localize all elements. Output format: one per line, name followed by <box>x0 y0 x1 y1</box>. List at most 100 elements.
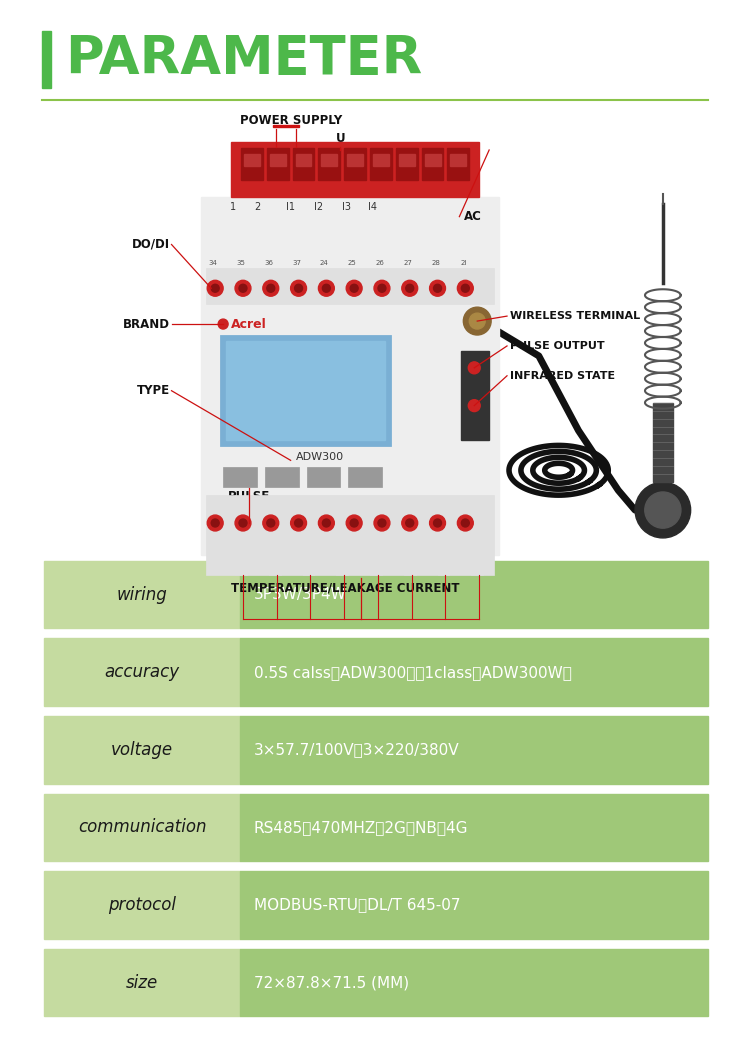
Circle shape <box>291 515 307 531</box>
Circle shape <box>378 284 386 293</box>
Circle shape <box>430 280 445 296</box>
Circle shape <box>433 519 442 527</box>
Text: U: U <box>335 132 345 145</box>
Circle shape <box>350 519 358 527</box>
Circle shape <box>470 313 485 329</box>
Bar <box>424 154 440 166</box>
Text: 44: 44 <box>267 498 274 504</box>
Circle shape <box>464 307 491 335</box>
Circle shape <box>374 515 390 531</box>
Bar <box>44 871 240 939</box>
Bar <box>206 269 494 304</box>
Text: 25: 25 <box>348 260 356 266</box>
Bar <box>396 148 418 179</box>
Circle shape <box>635 483 691 538</box>
Bar <box>471 555 483 575</box>
Text: PULSE: PULSE <box>228 490 270 504</box>
Text: Acrel: Acrel <box>231 318 267 330</box>
Bar <box>296 154 311 166</box>
Bar <box>347 154 363 166</box>
Text: PULSE OUTPUT: PULSE OUTPUT <box>510 341 604 351</box>
Text: protocol: protocol <box>108 896 176 914</box>
Circle shape <box>295 284 302 293</box>
Bar <box>240 793 707 861</box>
Circle shape <box>291 280 307 296</box>
Text: 16962: 16962 <box>264 390 347 418</box>
Text: INFRARED STATE: INFRARED STATE <box>510 370 615 381</box>
Text: 3×57.7/100V，3×220/380V: 3×57.7/100V，3×220/380V <box>254 743 460 757</box>
Bar <box>241 148 262 179</box>
Bar <box>226 341 385 441</box>
Bar <box>344 148 366 179</box>
Text: kW  kWh  A: kW kWh A <box>248 362 296 371</box>
Circle shape <box>267 519 274 527</box>
Bar <box>206 495 494 575</box>
Circle shape <box>402 515 418 531</box>
Bar <box>273 125 298 127</box>
Text: ->: -> <box>361 474 369 480</box>
Text: 7I: 7I <box>212 498 218 504</box>
Circle shape <box>235 280 251 296</box>
Bar <box>267 148 289 179</box>
Circle shape <box>458 280 473 296</box>
Bar <box>399 154 415 166</box>
Circle shape <box>378 519 386 527</box>
Circle shape <box>319 515 334 531</box>
Text: 28: 28 <box>431 260 440 266</box>
Bar <box>461 351 489 441</box>
Text: 34: 34 <box>209 260 218 266</box>
Circle shape <box>295 519 302 527</box>
Bar <box>348 467 382 487</box>
Bar <box>302 555 314 575</box>
Bar <box>292 148 314 179</box>
Circle shape <box>322 284 330 293</box>
Bar <box>451 154 466 166</box>
Text: POWER SUPPLY: POWER SUPPLY <box>239 114 342 127</box>
Circle shape <box>433 284 442 293</box>
Bar <box>370 555 382 575</box>
Text: voltage: voltage <box>111 741 173 758</box>
Text: 46: 46 <box>322 498 330 504</box>
Circle shape <box>211 519 219 527</box>
Bar <box>201 197 499 555</box>
Circle shape <box>211 284 219 293</box>
Text: 26: 26 <box>376 260 385 266</box>
Circle shape <box>645 492 681 529</box>
Circle shape <box>350 284 358 293</box>
Text: 72×87.8×71.5 (MM): 72×87.8×71.5 (MM) <box>254 976 409 990</box>
Text: SET: SET <box>233 474 247 480</box>
Bar <box>370 148 392 179</box>
Bar <box>240 871 707 939</box>
Circle shape <box>239 519 247 527</box>
Bar <box>422 148 443 179</box>
Text: 42: 42 <box>461 498 470 504</box>
Bar <box>373 154 389 166</box>
Circle shape <box>406 284 414 293</box>
Text: TYPE: TYPE <box>136 384 170 398</box>
Bar <box>336 555 348 575</box>
Circle shape <box>207 280 224 296</box>
Circle shape <box>430 515 445 531</box>
Text: 27: 27 <box>404 260 412 266</box>
Text: I3: I3 <box>342 201 351 212</box>
Text: I2: I2 <box>314 201 323 212</box>
Circle shape <box>468 400 480 411</box>
Text: PARAMETER: PARAMETER <box>65 34 422 85</box>
Text: ^: ^ <box>320 474 326 480</box>
Circle shape <box>461 519 470 527</box>
Text: <<: << <box>276 474 287 480</box>
Text: 35: 35 <box>236 260 245 266</box>
Circle shape <box>319 280 334 296</box>
Text: RS485，470MHZ，2G，NB，4G: RS485，470MHZ，2G，NB，4G <box>254 820 469 835</box>
Bar <box>44 639 240 706</box>
Circle shape <box>207 515 224 531</box>
Text: 1: 1 <box>230 201 236 212</box>
Circle shape <box>468 362 480 373</box>
Text: 2: 2 <box>254 201 260 212</box>
Circle shape <box>346 515 362 531</box>
Circle shape <box>239 284 247 293</box>
Text: 3P3W/3P4W: 3P3W/3P4W <box>254 587 346 602</box>
Text: 48: 48 <box>378 498 386 504</box>
Circle shape <box>262 515 279 531</box>
Bar <box>43 30 52 88</box>
